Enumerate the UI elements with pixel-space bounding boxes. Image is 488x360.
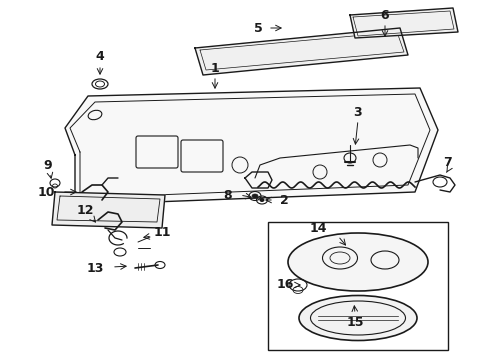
Polygon shape bbox=[195, 28, 407, 75]
Text: 8: 8 bbox=[223, 189, 232, 202]
Text: 2: 2 bbox=[279, 194, 288, 207]
Polygon shape bbox=[349, 8, 457, 38]
Text: 9: 9 bbox=[43, 158, 52, 171]
Polygon shape bbox=[65, 88, 437, 205]
Text: 10: 10 bbox=[37, 185, 55, 198]
Text: 1: 1 bbox=[210, 62, 219, 75]
Text: 5: 5 bbox=[253, 22, 262, 35]
Text: 14: 14 bbox=[308, 221, 326, 234]
Ellipse shape bbox=[288, 234, 426, 290]
Text: 13: 13 bbox=[86, 261, 103, 274]
Polygon shape bbox=[52, 192, 164, 228]
Ellipse shape bbox=[259, 198, 264, 202]
Text: 15: 15 bbox=[346, 315, 363, 328]
Bar bbox=[267, 222, 447, 350]
Ellipse shape bbox=[299, 297, 415, 339]
Text: 12: 12 bbox=[76, 203, 94, 216]
Text: 16: 16 bbox=[276, 279, 293, 292]
Text: 4: 4 bbox=[96, 50, 104, 63]
Text: 6: 6 bbox=[380, 9, 388, 22]
Text: 11: 11 bbox=[153, 225, 170, 239]
Text: 3: 3 bbox=[353, 105, 362, 118]
Text: 7: 7 bbox=[443, 156, 451, 168]
Ellipse shape bbox=[251, 194, 258, 198]
